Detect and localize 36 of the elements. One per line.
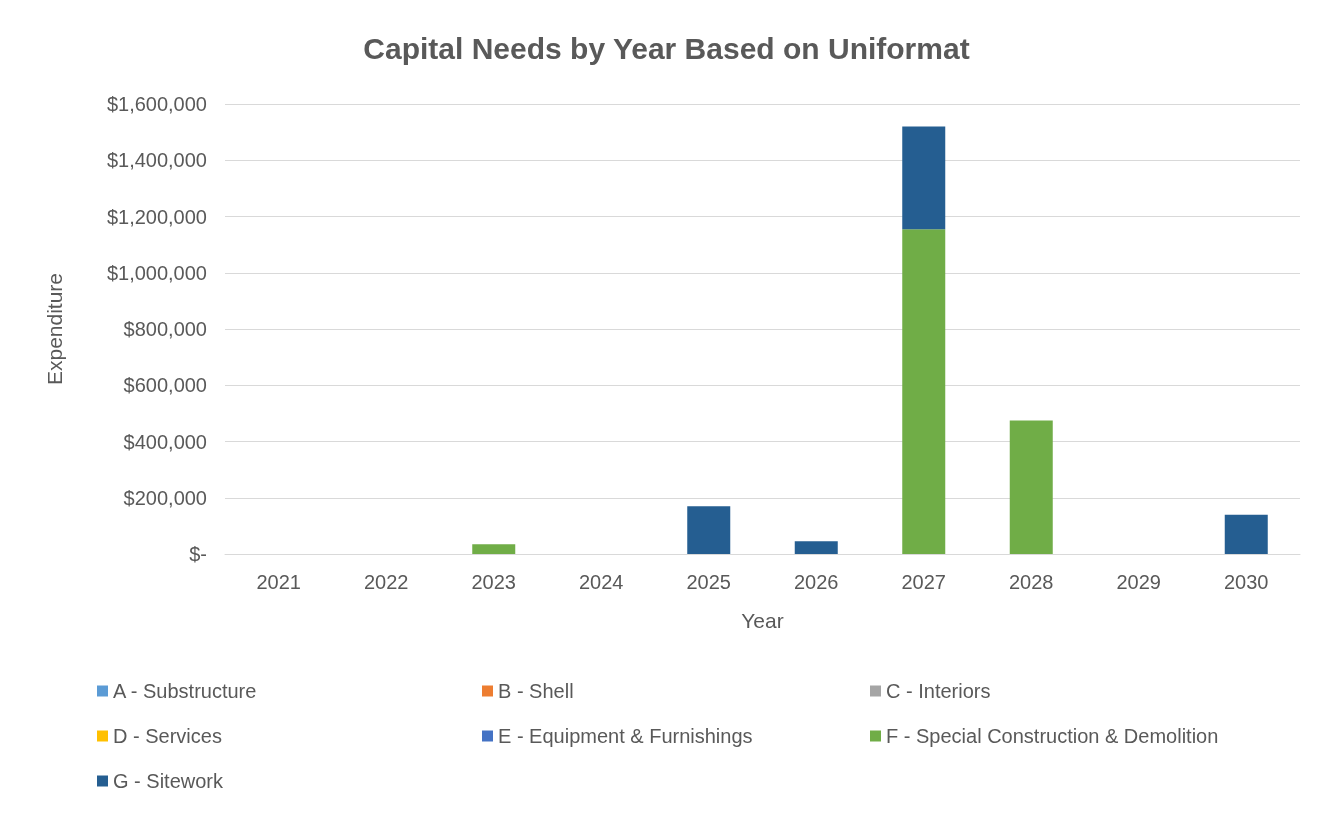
y-tick-label: $- [189, 543, 207, 565]
y-tick-label: $1,600,000 [106, 93, 207, 115]
bar [472, 544, 516, 554]
x-tick-label: 2024 [579, 571, 624, 593]
x-tick-label: 2025 [686, 571, 731, 593]
x-tick-label: 2030 [1224, 571, 1269, 593]
legend-label: G - Sitework [113, 770, 225, 792]
bar [902, 126, 946, 230]
bar [794, 541, 838, 554]
legend-label: A - Substructure [113, 680, 257, 702]
x-tick-label: 2029 [1116, 571, 1161, 593]
bar [687, 506, 731, 554]
y-tick-label: $1,400,000 [106, 149, 207, 172]
x-axis-title: Year [741, 609, 784, 632]
x-tick-label: 2021 [256, 571, 301, 593]
x-tick-label: 2026 [794, 571, 839, 593]
x-tick-label: 2022 [364, 571, 409, 593]
y-tick-label: $800,000 [123, 318, 207, 340]
legend-label: E - Equipment & Furnishings [498, 725, 753, 747]
x-tick-label: 2027 [901, 571, 946, 593]
x-tick-label: 2028 [1009, 571, 1054, 593]
bar [902, 229, 946, 554]
bar [1224, 514, 1268, 554]
chart-title: Capital Needs by Year Based on Uniformat [363, 31, 970, 65]
y-tick-label: $200,000 [123, 486, 207, 509]
legend-label: F - Special Construction & Demolition [886, 725, 1219, 747]
legend-label: D - Services [113, 725, 222, 747]
legend-label: C - Interiors [886, 680, 991, 702]
y-axis-title: Expenditure [43, 272, 66, 386]
y-tick-label: $1,000,000 [106, 261, 207, 284]
y-tick-label: $400,000 [123, 430, 207, 453]
bar [1009, 420, 1053, 554]
x-tick-label: 2023 [471, 571, 516, 593]
y-tick-label: $600,000 [123, 374, 207, 397]
y-tick-label: $1,200,000 [106, 205, 207, 228]
legend-label: B - Shell [498, 680, 574, 702]
